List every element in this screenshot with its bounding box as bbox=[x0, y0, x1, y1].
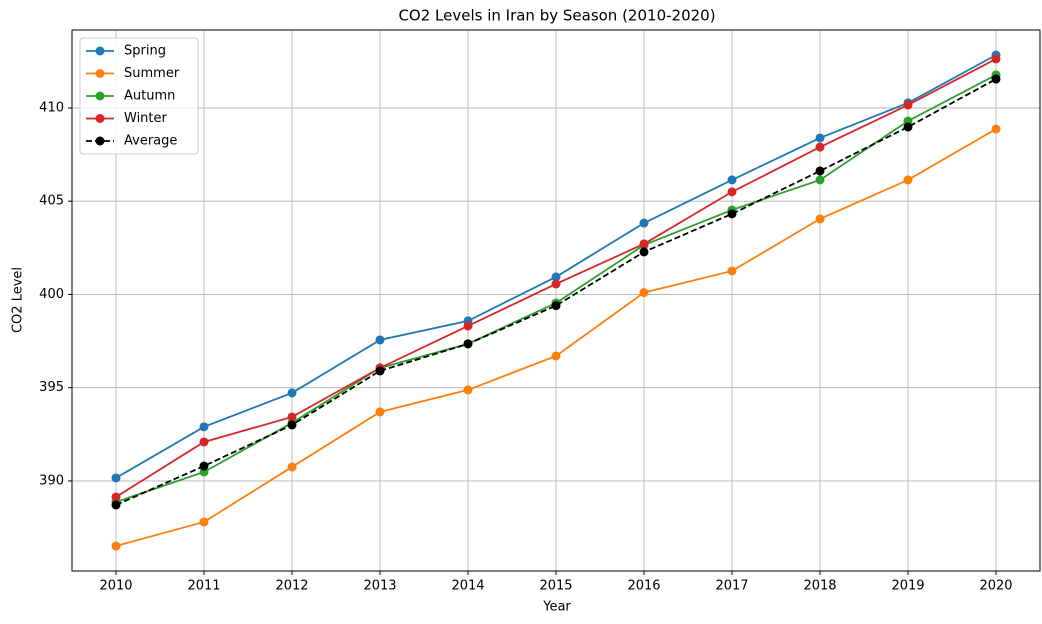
data-point bbox=[903, 122, 913, 132]
data-point bbox=[199, 437, 209, 447]
data-point bbox=[375, 407, 385, 417]
data-point bbox=[463, 321, 473, 331]
x-tick-label: 2020 bbox=[979, 579, 1012, 594]
legend-label: Spring bbox=[124, 44, 166, 59]
data-point bbox=[287, 420, 297, 430]
data-point bbox=[903, 175, 913, 185]
legend-marker bbox=[95, 136, 105, 146]
legend-label: Winter bbox=[124, 111, 168, 126]
data-point bbox=[375, 366, 385, 376]
y-tick-label: 410 bbox=[39, 100, 64, 115]
data-point bbox=[551, 272, 561, 282]
legend-label: Average bbox=[124, 134, 177, 149]
data-point bbox=[727, 187, 737, 197]
data-point bbox=[815, 175, 825, 185]
data-point bbox=[199, 461, 209, 471]
data-point bbox=[551, 301, 561, 311]
data-point bbox=[111, 541, 121, 551]
y-tick-label: 400 bbox=[39, 287, 64, 302]
x-tick-label: 2016 bbox=[627, 579, 660, 594]
legend-marker bbox=[95, 114, 105, 123]
data-point bbox=[815, 166, 825, 176]
data-point bbox=[815, 142, 825, 152]
data-point bbox=[639, 239, 649, 249]
data-point bbox=[287, 462, 297, 472]
x-tick-label: 2010 bbox=[99, 579, 132, 594]
legend-label: Summer bbox=[124, 66, 180, 81]
legend-label: Autumn bbox=[124, 89, 175, 104]
data-point bbox=[111, 500, 121, 510]
x-tick-label: 2019 bbox=[891, 579, 924, 594]
data-point bbox=[727, 266, 737, 276]
data-point bbox=[903, 100, 913, 110]
x-tick-label: 2011 bbox=[187, 579, 220, 594]
legend-box bbox=[79, 37, 199, 155]
x-tick-label: 2013 bbox=[363, 579, 396, 594]
data-point bbox=[815, 133, 825, 143]
legend-marker bbox=[95, 91, 105, 101]
data-point bbox=[991, 74, 1001, 84]
data-point bbox=[463, 339, 473, 349]
data-point bbox=[375, 335, 385, 345]
y-tick-label: 405 bbox=[39, 194, 64, 209]
data-point bbox=[991, 54, 1001, 64]
data-point bbox=[287, 412, 297, 422]
data-point bbox=[551, 351, 561, 361]
x-tick-label: 2012 bbox=[275, 579, 308, 594]
y-tick-label: 390 bbox=[39, 473, 64, 488]
x-tick-label: 2014 bbox=[451, 579, 484, 594]
data-point bbox=[639, 247, 649, 257]
chart-title: CO2 Levels in Iran by Season (2010-2020) bbox=[398, 7, 715, 25]
data-point bbox=[287, 388, 297, 398]
series-line bbox=[115, 78, 997, 506]
data-point bbox=[815, 214, 825, 224]
data-point bbox=[199, 517, 209, 527]
y-axis-label: CO2 Level bbox=[11, 267, 26, 333]
legend-marker bbox=[95, 46, 105, 56]
data-point bbox=[639, 288, 649, 298]
data-point bbox=[463, 385, 473, 395]
y-tick-label: 395 bbox=[39, 380, 64, 395]
x-tick-label: 2018 bbox=[803, 579, 836, 594]
x-axis-label: Year bbox=[542, 600, 571, 615]
data-point bbox=[727, 209, 737, 219]
data-point bbox=[991, 124, 1001, 134]
legend-marker bbox=[95, 69, 105, 78]
data-point bbox=[111, 473, 121, 483]
data-point bbox=[639, 218, 649, 228]
x-tick-label: 2015 bbox=[539, 579, 572, 594]
plot-frame bbox=[71, 29, 1041, 572]
data-point bbox=[551, 279, 561, 289]
data-point bbox=[727, 175, 737, 185]
data-point bbox=[111, 492, 121, 502]
x-tick-label: 2017 bbox=[715, 579, 748, 594]
data-point bbox=[199, 422, 209, 432]
